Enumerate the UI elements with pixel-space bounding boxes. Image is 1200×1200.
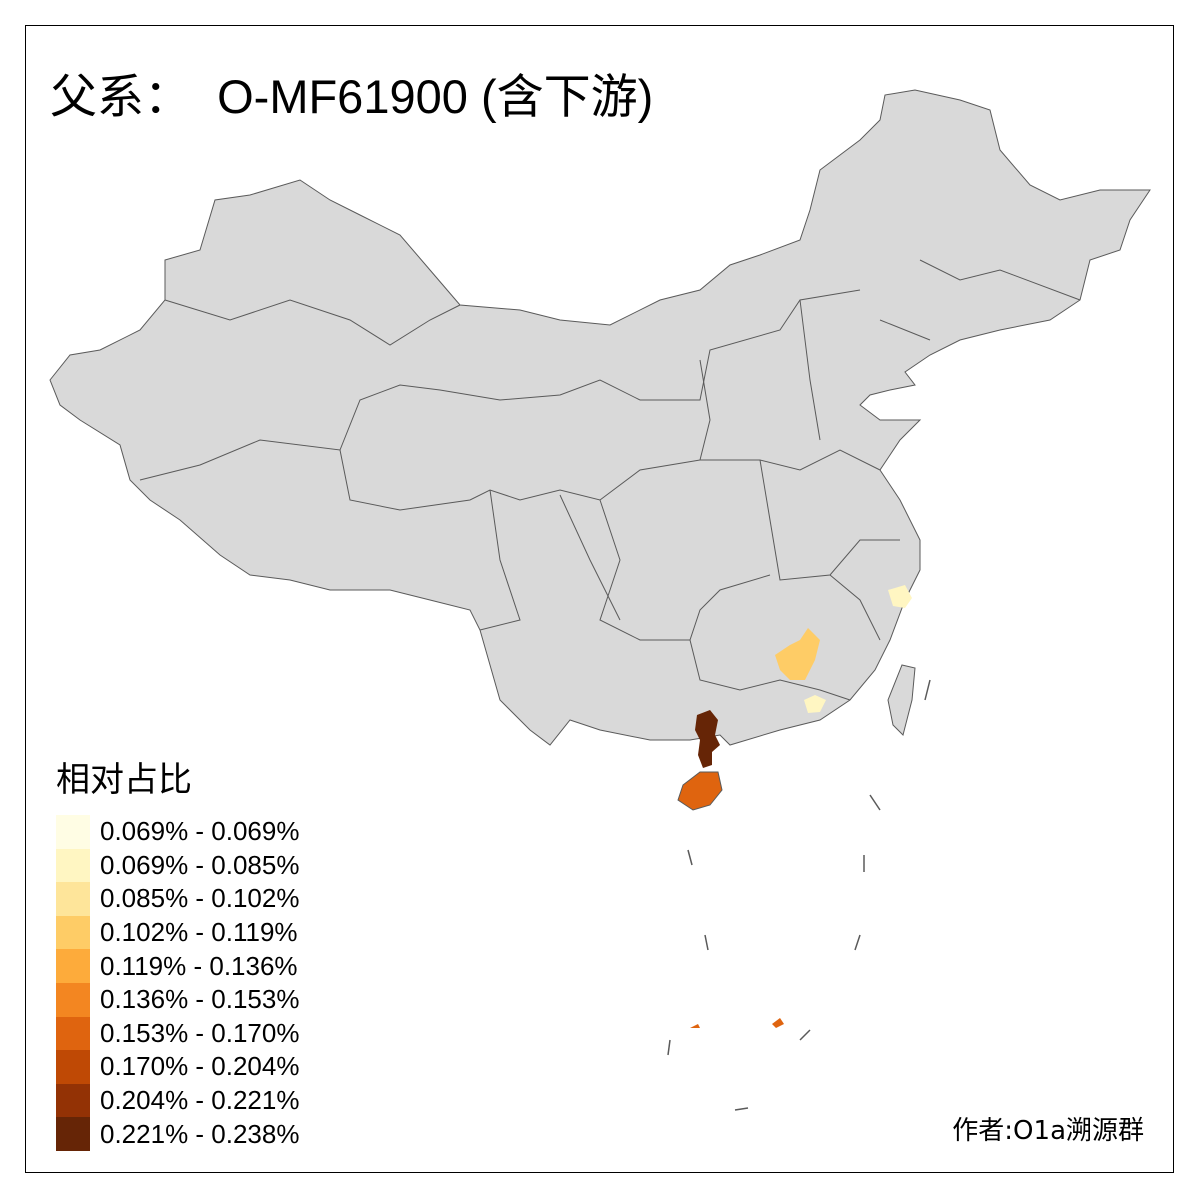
legend-label: 0.102% - 0.119% <box>100 917 298 948</box>
legend-item: 0.170% - 0.204% <box>56 1050 299 1084</box>
legend-label: 0.221% - 0.238% <box>100 1118 300 1149</box>
legend-item: 0.153% - 0.170% <box>56 1016 300 1051</box>
legend-swatch <box>56 815 90 849</box>
legend-title: 相对占比 <box>56 760 192 800</box>
region-zhejiang-south <box>888 585 912 608</box>
legend-item: 0.221% - 0.238% <box>56 1117 299 1151</box>
region-guangxi-south <box>695 710 720 768</box>
legend-swatch <box>56 1083 90 1118</box>
legend-item: 0.136% - 0.153% <box>56 982 300 1017</box>
legend-label: 0.170% - 0.204% <box>100 1051 300 1082</box>
region-south-sea-island-2 <box>690 1024 700 1028</box>
region-taiwan <box>887 664 916 736</box>
region-jiangxi-southwest <box>775 628 820 680</box>
author-credit: 作者:O1a溯源群 <box>952 1116 1144 1146</box>
south-china-sea-dashes <box>667 679 931 1111</box>
legend: 相对占比 0.069% - 0.069% 0.069% - 0.085% 0.085… <box>56 752 299 1151</box>
legend-item: 0.069% - 0.069% <box>56 815 299 849</box>
legend-item: 0.069% - 0.085% <box>56 848 300 883</box>
legend-label: 0.069% - 0.069% <box>100 816 300 847</box>
legend-item: 0.085% - 0.102% <box>56 882 299 916</box>
region-south-sea-island <box>772 1018 784 1028</box>
legend-label: 0.119% - 0.136% <box>100 950 298 981</box>
legend-swatch <box>56 1050 90 1084</box>
legend-swatch <box>56 949 90 983</box>
plot-frame <box>25 25 1174 1173</box>
legend-item: 0.204% - 0.221% <box>56 1083 300 1118</box>
legend-swatch <box>56 915 90 950</box>
china-mainland <box>49 89 1151 746</box>
legend-item: 0.119% - 0.136% <box>56 949 299 983</box>
legend-label: 0.204% - 0.221% <box>100 1085 300 1116</box>
legend-item: 0.102% - 0.119% <box>56 915 299 950</box>
legend-label: 0.069% - 0.085% <box>100 849 300 880</box>
legend-label: 0.136% - 0.153% <box>100 984 300 1015</box>
legend-label: 0.085% - 0.102% <box>100 883 300 914</box>
region-guangdong-east <box>804 695 826 713</box>
legend-swatch <box>56 982 90 1017</box>
legend-swatch <box>56 1016 90 1051</box>
legend-swatch <box>56 1117 90 1151</box>
region-hainan <box>677 771 723 811</box>
legend-swatch <box>56 882 90 916</box>
province-borders <box>139 259 1081 701</box>
legend-label: 0.153% - 0.170% <box>100 1017 300 1048</box>
legend-swatch <box>56 848 90 883</box>
map-title: 父系： O-MF61900 (含下游) <box>50 70 654 123</box>
